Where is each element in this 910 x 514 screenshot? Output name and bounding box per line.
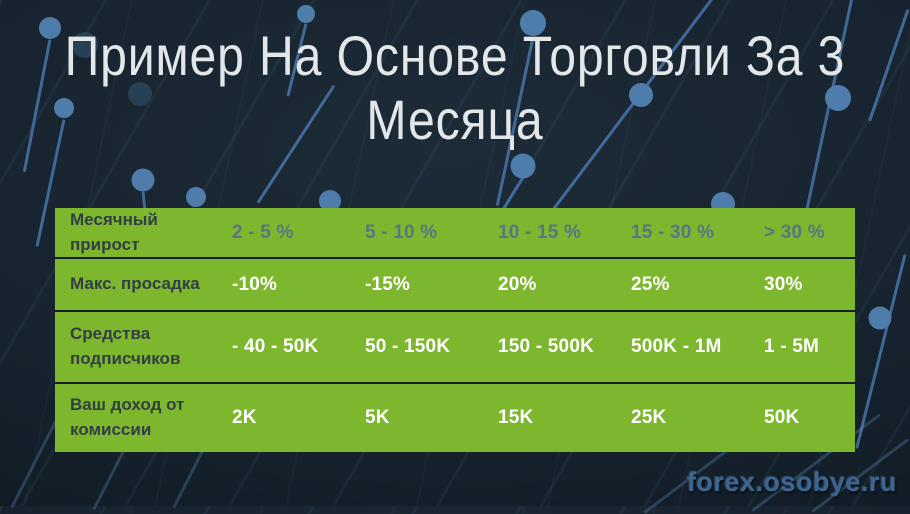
plexus-dot (128, 82, 152, 106)
plexus-dot (54, 98, 74, 118)
page-title-line1: Пример На Основе Торговли За 3 (64, 24, 846, 87)
plexus-dot (297, 5, 315, 23)
row-value: -10% (232, 273, 278, 295)
plexus-dot (131, 168, 155, 192)
row-value: 1 - 5M (764, 336, 820, 357)
plexus-dot (629, 83, 653, 107)
row-value: 25K (631, 407, 667, 428)
plexus-line (855, 254, 907, 449)
page-title: Пример На Основе Торговли За 3 Месяца (64, 24, 847, 152)
row-value: 5 - 10 % (365, 221, 438, 243)
row-value: 25% (631, 273, 670, 295)
row-label: Макс. просадка (70, 274, 200, 294)
plexus-dot (72, 32, 98, 58)
plexus-line (22, 39, 52, 173)
plexus-line (868, 9, 910, 122)
row-label: Ваш доход от комиссии (70, 395, 185, 439)
row-value: 500K - 1M (631, 336, 722, 357)
plexus-dot (868, 306, 892, 330)
row-value: > 30 % (764, 221, 825, 243)
row-value: 15K (498, 407, 534, 428)
row-value: 50K (764, 407, 800, 428)
row-value: - 40 - 50K (232, 336, 319, 357)
trading-tiers-table: Месячный прирост 2 - 5 % 5 - 10 % 10 - 1… (55, 208, 855, 452)
table-row-monthly-growth: Месячный прирост 2 - 5 % 5 - 10 % 10 - 1… (55, 208, 855, 257)
row-value: 10 - 15 % (498, 221, 582, 243)
plexus-dot (319, 190, 341, 212)
page-title-line2: Месяца (366, 88, 544, 151)
table-row-max-drawdown: Макс. просадка -10% -15% 20% 25% 30% (55, 257, 855, 310)
row-value: 50 - 150K (365, 336, 451, 357)
row-label: Средства подписчиков (70, 324, 181, 368)
row-value: 2K (232, 407, 257, 428)
plexus-dot (186, 187, 206, 207)
row-value: -15% (365, 273, 411, 295)
row-value: 20% (498, 273, 537, 295)
row-label: Месячный прирост (70, 210, 158, 254)
plexus-dot (520, 10, 546, 36)
table-row-commission-income: Ваш доход от комиссии 2K 5K 15K 25K 50K (55, 382, 855, 452)
row-value: 5K (365, 407, 390, 428)
watermark: forex.osobye.ru (686, 467, 897, 497)
row-value: 15 - 30 % (631, 221, 715, 243)
plexus-dot (825, 85, 851, 111)
plexus-dot (510, 153, 536, 179)
row-value: 2 - 5 % (232, 221, 294, 243)
plexus-dot (39, 17, 61, 39)
table-row-subscriber-funds: Средства подписчиков - 40 - 50K 50 - 150… (55, 310, 855, 382)
row-value: 150 - 500K (498, 336, 595, 357)
row-value: 30% (764, 273, 803, 295)
